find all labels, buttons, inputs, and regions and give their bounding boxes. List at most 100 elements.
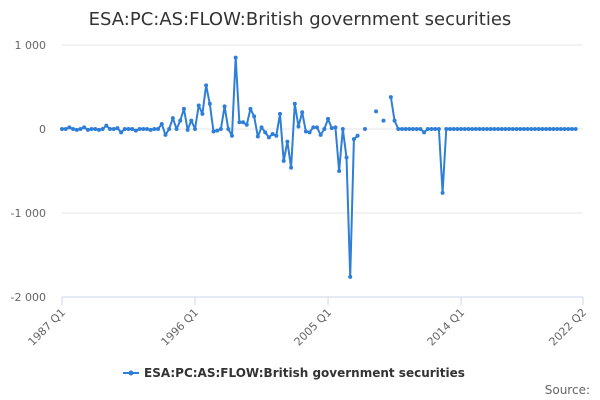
- data-point[interactable]: [193, 127, 198, 131]
- data-point[interactable]: [514, 127, 519, 131]
- data-point[interactable]: [303, 129, 308, 134]
- data-point[interactable]: [307, 130, 312, 135]
- data-point[interactable]: [96, 127, 101, 132]
- data-point[interactable]: [447, 127, 452, 131]
- data-point[interactable]: [122, 127, 127, 131]
- data-point[interactable]: [455, 127, 460, 131]
- data-point[interactable]: [536, 127, 541, 131]
- data-point[interactable]: [499, 127, 504, 131]
- data-point[interactable]: [462, 127, 467, 131]
- data-point[interactable]: [274, 133, 279, 138]
- data-point[interactable]: [569, 127, 574, 131]
- data-point[interactable]: [392, 118, 397, 123]
- data-point[interactable]: [481, 127, 486, 131]
- data-point[interactable]: [93, 127, 98, 131]
- data-point[interactable]: [510, 127, 515, 131]
- data-point[interactable]: [126, 127, 131, 131]
- data-point[interactable]: [314, 125, 319, 130]
- data-point[interactable]: [148, 127, 153, 132]
- data-point[interactable]: [403, 127, 408, 131]
- data-point[interactable]: [414, 127, 419, 131]
- data-point[interactable]: [340, 127, 345, 131]
- data-point[interactable]: [85, 127, 90, 132]
- data-point[interactable]: [174, 127, 179, 131]
- data-point[interactable]: [551, 127, 556, 131]
- data-point[interactable]: [492, 127, 497, 131]
- data-point[interactable]: [396, 127, 401, 131]
- data-point[interactable]: [100, 127, 105, 131]
- legend[interactable]: ESA:PC:AS:FLOW:British government securi…: [123, 366, 465, 380]
- data-point[interactable]: [211, 129, 216, 134]
- data-point[interactable]: [289, 165, 294, 170]
- data-point[interactable]: [156, 127, 161, 131]
- data-point[interactable]: [78, 127, 83, 131]
- data-point[interactable]: [436, 127, 441, 131]
- data-point[interactable]: [244, 122, 249, 127]
- data-point[interactable]: [544, 127, 549, 131]
- data-point[interactable]: [488, 127, 493, 131]
- data-point[interactable]: [237, 120, 242, 125]
- data-point[interactable]: [67, 125, 72, 130]
- data-point[interactable]: [444, 127, 449, 131]
- data-point[interactable]: [521, 127, 526, 131]
- data-point[interactable]: [108, 127, 113, 131]
- data-point[interactable]: [329, 126, 334, 131]
- data-point[interactable]: [281, 158, 286, 163]
- data-point[interactable]: [218, 127, 223, 131]
- data-point[interactable]: [473, 127, 478, 131]
- data-point[interactable]: [451, 127, 456, 131]
- data-point[interactable]: [115, 126, 120, 131]
- data-point[interactable]: [170, 116, 175, 121]
- data-point[interactable]: [518, 127, 523, 131]
- data-point[interactable]: [555, 127, 560, 131]
- data-point[interactable]: [215, 128, 220, 133]
- data-point[interactable]: [167, 127, 172, 131]
- data-point[interactable]: [133, 128, 138, 133]
- data-point[interactable]: [82, 125, 87, 130]
- data-point[interactable]: [248, 106, 253, 111]
- data-point[interactable]: [477, 127, 482, 131]
- data-point[interactable]: [278, 111, 283, 116]
- data-point[interactable]: [459, 127, 464, 131]
- data-point[interactable]: [573, 127, 578, 131]
- data-point[interactable]: [484, 127, 489, 131]
- data-point[interactable]: [433, 127, 438, 131]
- data-point[interactable]: [388, 95, 393, 100]
- data-point[interactable]: [200, 111, 205, 116]
- data-point[interactable]: [425, 127, 430, 131]
- data-point[interactable]: [381, 118, 386, 123]
- data-point[interactable]: [255, 134, 260, 139]
- data-point[interactable]: [222, 104, 227, 109]
- data-point[interactable]: [411, 127, 416, 131]
- data-point[interactable]: [466, 127, 471, 131]
- data-point[interactable]: [311, 125, 316, 130]
- data-point[interactable]: [241, 120, 246, 125]
- data-point[interactable]: [322, 127, 327, 131]
- data-point[interactable]: [71, 127, 76, 131]
- data-point[interactable]: [285, 139, 290, 144]
- data-point[interactable]: [558, 127, 563, 131]
- data-point[interactable]: [159, 121, 164, 126]
- data-point[interactable]: [355, 133, 360, 138]
- data-point[interactable]: [529, 127, 534, 131]
- data-point[interactable]: [178, 118, 183, 123]
- data-point[interactable]: [259, 125, 264, 130]
- data-point[interactable]: [152, 127, 157, 131]
- data-point[interactable]: [137, 127, 142, 131]
- data-point[interactable]: [562, 127, 567, 131]
- data-point[interactable]: [74, 127, 79, 132]
- data-point[interactable]: [547, 127, 552, 131]
- data-point[interactable]: [144, 127, 149, 131]
- data-point[interactable]: [189, 118, 194, 123]
- data-point[interactable]: [292, 101, 297, 106]
- data-point[interactable]: [229, 133, 234, 138]
- data-point[interactable]: [252, 114, 257, 119]
- data-point[interactable]: [496, 127, 501, 131]
- data-point[interactable]: [326, 116, 331, 121]
- data-point[interactable]: [181, 106, 186, 111]
- data-point[interactable]: [362, 127, 367, 131]
- data-point[interactable]: [440, 190, 445, 195]
- data-point[interactable]: [333, 125, 338, 130]
- data-point[interactable]: [300, 110, 305, 115]
- data-point[interactable]: [185, 127, 190, 132]
